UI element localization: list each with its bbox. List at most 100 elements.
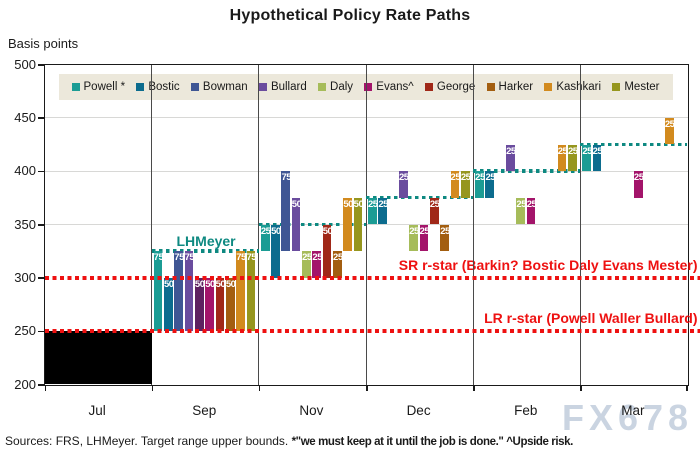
bar-value-label: 50: [215, 278, 226, 290]
bar-value-label: 25: [582, 145, 592, 157]
x-tick-label-feb: Feb: [514, 403, 538, 418]
lr-rstar-line: [44, 329, 700, 334]
legend-swatch: [258, 82, 267, 91]
bar-value-label: 25: [368, 198, 378, 210]
bar-value-label: 25: [409, 225, 419, 237]
legend-label: Daly: [330, 80, 354, 93]
bar-value-label: 25: [664, 118, 675, 130]
bar-daly-dec: 25: [409, 224, 419, 252]
y-axis-label: Basis points: [8, 36, 79, 51]
bar-value-label: 25: [378, 198, 388, 210]
bar-powell-dec: 25: [368, 197, 378, 225]
bar-value-label: 75: [281, 172, 292, 184]
bar-kashkari-dec: 25: [450, 171, 461, 198]
legend-item-kashkari: Kashkari: [544, 81, 601, 93]
lhmeyer-line-segment: [151, 249, 259, 253]
bar-evans-nov: 25: [312, 251, 322, 278]
legend-label: Mester: [624, 80, 660, 93]
bar-value-label: 25: [633, 172, 644, 184]
bar-value-label: 25: [526, 198, 537, 210]
month-separator: [151, 64, 153, 385]
bar-value-label: 75: [153, 252, 164, 264]
y-tick-label: 300: [14, 269, 36, 285]
y-axis-tick: [37, 117, 45, 119]
lhmeyer-line-label: LHMeyer: [176, 232, 236, 249]
y-axis-tick: [37, 224, 45, 226]
y-axis-tick: [37, 277, 45, 279]
bar-value-label: 50: [343, 198, 353, 210]
bar-value-label: 25: [429, 198, 440, 210]
legend-swatch: [71, 82, 80, 91]
legend-item-bowman: Bowman: [190, 81, 248, 93]
legend-label: George: [436, 80, 476, 93]
x-axis-tick: [44, 384, 46, 391]
bar-bostic-dec: 25: [378, 197, 388, 225]
bar-value-label: 25: [568, 145, 578, 157]
x-tick-label-nov: Nov: [299, 403, 324, 418]
y-axis-tick: [37, 64, 45, 66]
bar-powell-feb: 25: [475, 171, 485, 198]
legend-item-daly: Daly: [318, 81, 353, 93]
legend-label: Kashkari: [556, 80, 602, 93]
x-axis-tick: [686, 384, 688, 391]
lhmeyer-line-segment: [580, 142, 688, 146]
bar-evans-feb: 25: [526, 197, 537, 225]
lr-rstar-label: LR r-star (Powell Waller Bullard): [484, 309, 698, 326]
bar-value-label: 50: [271, 225, 281, 237]
bar-value-label: 50: [205, 278, 215, 290]
bar-harker-nov: 25: [333, 251, 343, 278]
legend-item-bostic: Bostic: [136, 81, 180, 93]
bar-value-label: 25: [302, 252, 312, 264]
source-note-main: Sources: FRS, LHMeyer. Target range uppe…: [5, 434, 289, 448]
fx678-watermark: FX678: [562, 397, 694, 438]
x-axis-tick: [580, 384, 582, 391]
bar-bullard-dec: 25: [398, 171, 409, 198]
bar-value-label: 25: [312, 252, 322, 264]
bar-mester-sep: 75: [246, 251, 257, 332]
legend-swatch: [190, 82, 199, 91]
bar-bowman-sep: 75: [174, 251, 184, 332]
legend-swatch: [136, 82, 145, 91]
bar-bullard-feb: 25: [506, 144, 516, 172]
bar-value-label: 25: [516, 198, 526, 210]
bar-harker-dec: 25: [440, 224, 450, 252]
bar-value-label: 75: [174, 252, 184, 264]
bar-value-label: 25: [506, 145, 516, 157]
bar-value-label: 50: [353, 198, 364, 210]
month-separator: [472, 64, 474, 385]
y-tick-label: 500: [14, 56, 36, 72]
bar-kashkari-nov: 50: [343, 197, 353, 252]
sr-rstar-label: SR r-star (Barkin? Bostic Daly Evans Mes…: [398, 256, 698, 273]
chart-title: Hypothetical Policy Rate Paths: [229, 7, 471, 24]
bar-value-label: 50: [194, 278, 205, 290]
bar-bullard-nov: 50: [291, 197, 302, 252]
lhmeyer-line-segment: [258, 222, 366, 226]
bar-kashkari-sep: 75: [236, 251, 246, 332]
bar-george-dec: 25: [429, 197, 440, 225]
bar-bostic-sep: 50: [163, 277, 174, 332]
legend-item-bullard: Bullard: [258, 81, 307, 93]
y-tick-label: 350: [14, 216, 36, 232]
bar-evans-mar: 25: [633, 171, 644, 198]
y-tick-label: 200: [14, 376, 36, 392]
legend-swatch: [544, 82, 553, 91]
x-axis-tick: [366, 384, 368, 391]
legend-swatch: [364, 82, 373, 91]
bar-value-label: 50: [291, 198, 302, 210]
bar-value-label: 50: [322, 225, 333, 237]
bar-evans-sep: 50: [205, 277, 215, 332]
bar-kashkari-feb: 25: [557, 144, 568, 172]
legend-swatch: [424, 82, 433, 91]
x-tick-label-dec: Dec: [406, 403, 431, 418]
legend-item-mester: Mester: [612, 80, 660, 93]
bar-powell-sep: 75: [153, 251, 164, 332]
bar-value-label: 25: [485, 172, 496, 184]
bar-bostic-mar: 25: [592, 144, 603, 172]
bar-value-label: 25: [475, 172, 485, 184]
legend-item-george: George: [424, 80, 476, 93]
bar-daly-sep: 50: [194, 277, 205, 332]
month-separator: [365, 64, 367, 385]
bar-value-label: 25: [419, 225, 430, 237]
legend-swatch: [318, 82, 327, 91]
x-axis-tick: [258, 384, 261, 391]
